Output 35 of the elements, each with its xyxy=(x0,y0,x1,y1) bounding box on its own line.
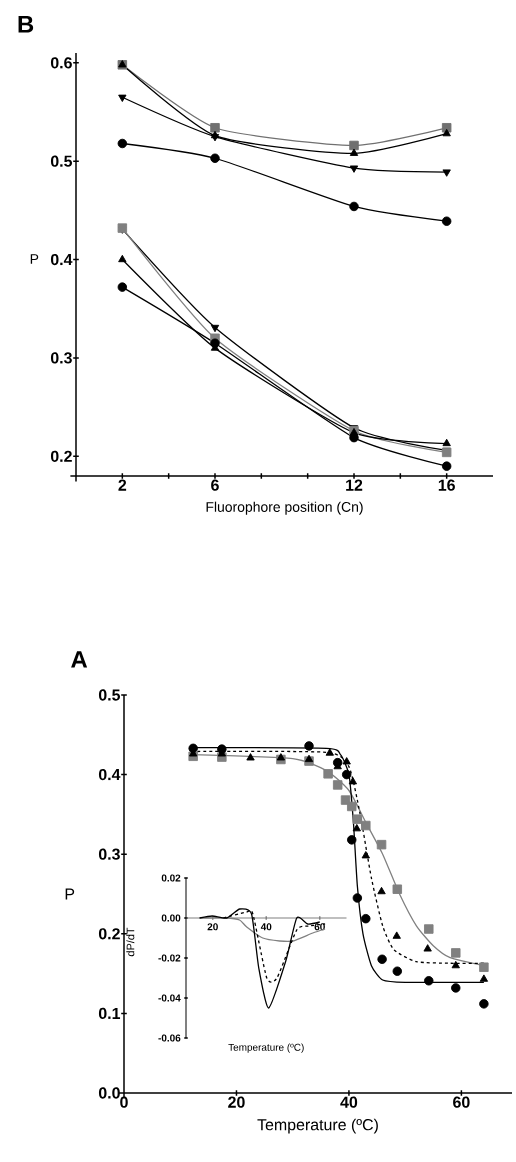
y-tick-label: 0.00 xyxy=(161,914,181,922)
y-tick-label: 0.1 xyxy=(98,1007,121,1020)
y-tick-label: 0.5 xyxy=(50,155,73,167)
x-tick-label: 6 xyxy=(211,479,219,491)
x-tick-label: 16 xyxy=(438,479,455,491)
x-tick-label: 40 xyxy=(340,1096,358,1108)
x-tick-label: 20 xyxy=(228,1096,245,1108)
x-tick-label: 12 xyxy=(346,479,363,491)
y-tick-label: 0.0 xyxy=(98,1087,120,1099)
chart-title: A xyxy=(71,651,88,668)
y-tick-label: 0.2 xyxy=(98,928,120,940)
x-tick-label: 60 xyxy=(314,923,325,931)
y-axis-title: dP/dT xyxy=(126,927,135,957)
y-tick-label: 0.4 xyxy=(98,768,121,781)
y-tick-label: 0.3 xyxy=(50,352,72,364)
x-axis-title: Fluorophore position (Cn) xyxy=(206,501,363,515)
y-tick-label: 0.3 xyxy=(98,848,120,860)
x-tick-label: 2 xyxy=(118,479,127,491)
x-tick-label: 0 xyxy=(120,1096,128,1108)
y-axis-title: P xyxy=(65,888,75,900)
y-tick-label: 0.6 xyxy=(50,57,72,69)
x-tick-label: 20 xyxy=(207,923,218,931)
y-tick-label: -0.02 xyxy=(158,954,181,962)
x-tick-label: 60 xyxy=(453,1096,470,1108)
x-axis-title: Temperature (ºC) xyxy=(257,1118,378,1134)
y-axis-title: P xyxy=(30,254,39,264)
x-axis-title: Temperature (ºC) xyxy=(228,1043,304,1053)
y-tick-label: 0.4 xyxy=(50,253,73,266)
y-tick-label: 0.2 xyxy=(50,450,72,462)
y-tick-label: 0.5 xyxy=(98,689,121,701)
y-tick-label: -0.06 xyxy=(158,1034,181,1042)
y-tick-label: -0.04 xyxy=(158,994,181,1002)
y-tick-label: 0.02 xyxy=(161,874,181,882)
chart-title: B xyxy=(18,16,34,33)
x-tick-label: 40 xyxy=(260,923,272,931)
